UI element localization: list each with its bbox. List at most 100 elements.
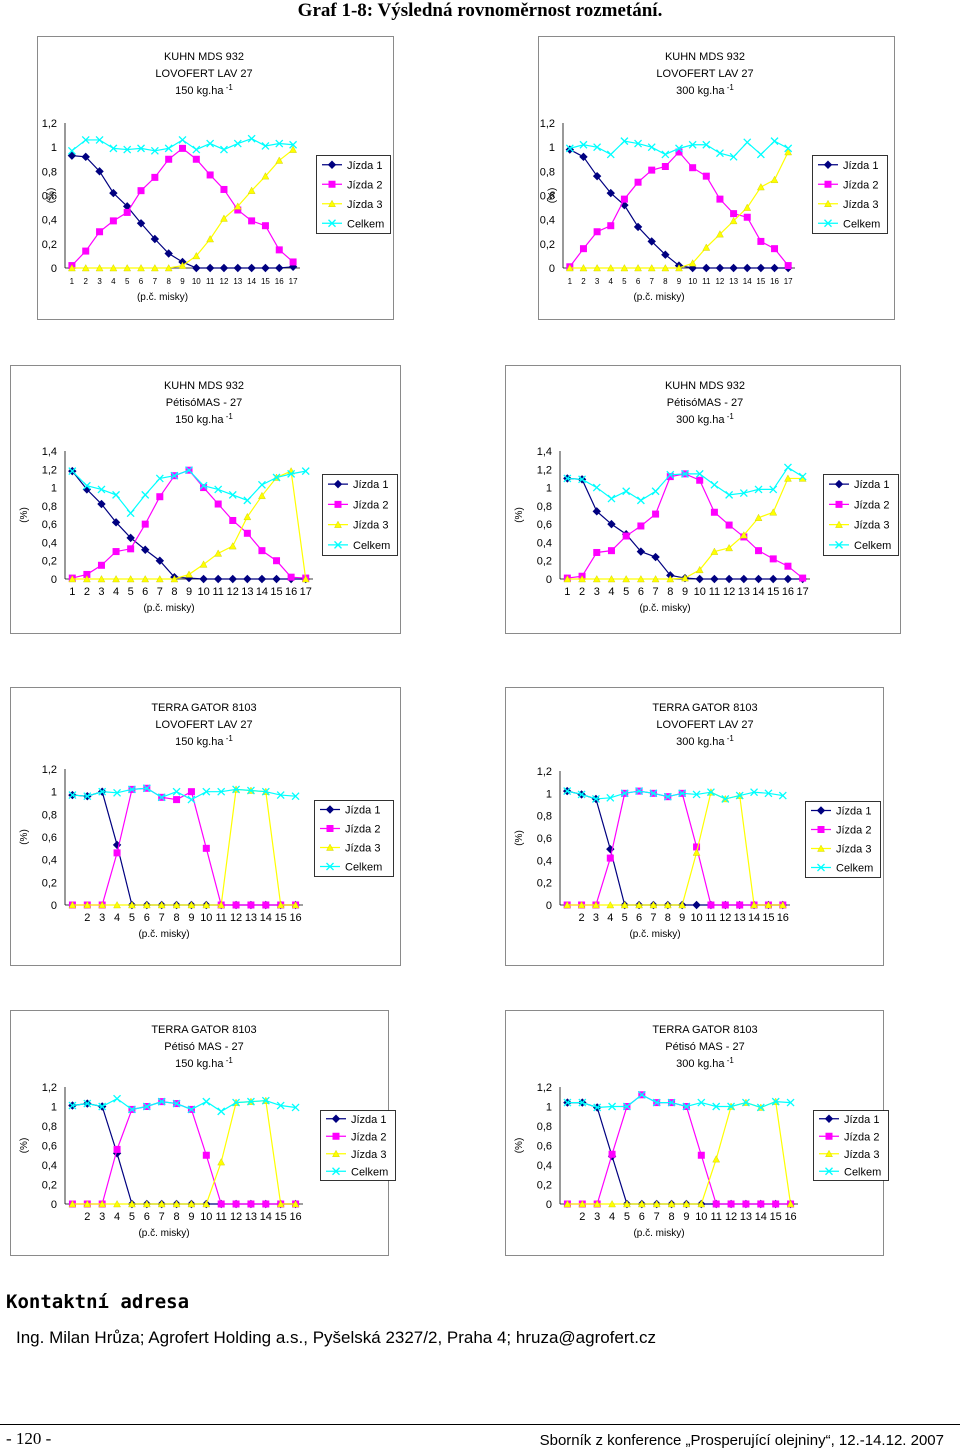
x-tick-label: 1 [568, 277, 573, 286]
y-tick-label: 1,4 [42, 446, 57, 458]
data-point [634, 178, 642, 186]
chart-title-line: TERRA GATOR 8103 [151, 702, 256, 714]
data-point [232, 1200, 240, 1208]
data-point [217, 787, 226, 796]
data-point [164, 264, 173, 272]
data-point [634, 264, 642, 272]
data-point [563, 787, 572, 796]
contact-heading: Kontaktní adresa [6, 1291, 190, 1313]
data-point [702, 243, 711, 251]
x-tick-label: 13 [734, 912, 746, 924]
data-point [276, 1101, 285, 1110]
data-point [170, 471, 179, 480]
data-point [179, 144, 186, 152]
data-point [257, 574, 267, 584]
data-point [706, 788, 715, 797]
y-tick-label: 0,2 [537, 1180, 552, 1192]
data-point [247, 186, 256, 194]
chart-title-line: LOVOFERT LAV 27 [155, 68, 252, 80]
chart-title-line: 150 kg.ha -1 [175, 1056, 233, 1071]
y-axis-label: (%) [19, 829, 30, 845]
x-tick-label: 9 [682, 586, 688, 598]
data-point [784, 144, 793, 153]
x-tick-label: 4 [608, 586, 614, 598]
legend-marker [835, 500, 843, 508]
data-point [750, 788, 759, 797]
data-point [769, 508, 778, 516]
data-point [291, 1103, 300, 1112]
legend-label: Jízda 3 [347, 199, 382, 211]
data-point [232, 785, 241, 794]
x-tick-label: 16 [777, 912, 789, 924]
data-point [695, 574, 704, 584]
data-point [652, 1098, 661, 1107]
data-point [620, 789, 629, 798]
y-tick-label: 1 [51, 483, 57, 495]
data-point [771, 1097, 780, 1106]
data-point [128, 901, 136, 909]
y-tick-label: 0,8 [42, 501, 57, 513]
series-4 [563, 787, 787, 803]
x-tick-label: 14 [256, 586, 268, 598]
x-axis-label: (p.č. misky) [138, 1228, 189, 1239]
x-tick-label: 7 [649, 277, 654, 286]
legend-label: Jízda 2 [353, 499, 388, 511]
data-point [258, 547, 266, 555]
chart-title-line: TERRA GATOR 8103 [652, 1024, 757, 1036]
legend-marker [334, 520, 342, 528]
data-point [187, 1105, 196, 1114]
x-tick-label: 14 [748, 912, 760, 924]
data-point [214, 500, 222, 508]
legend-label: Jízda 1 [347, 160, 382, 172]
data-point [243, 512, 252, 521]
legend-label: Celkem [347, 218, 384, 230]
data-point [123, 145, 132, 154]
data-point [82, 481, 91, 490]
series-4 [67, 134, 298, 155]
y-tick-label: 1,2 [540, 118, 555, 130]
x-tick-label: 10 [192, 277, 201, 286]
data-point [247, 1200, 255, 1208]
legend-label: Jízda 1 [836, 806, 871, 818]
data-point [623, 1200, 631, 1208]
data-point [754, 513, 763, 521]
legend-label: Jízda 3 [854, 520, 889, 532]
series-4 [68, 1094, 300, 1116]
data-point [649, 901, 658, 909]
x-tick-label: 14 [260, 1211, 272, 1223]
data-point [142, 901, 151, 909]
data-point [81, 152, 90, 162]
data-point [248, 217, 256, 225]
data-point [172, 901, 181, 909]
data-point [262, 1200, 270, 1208]
data-point [678, 901, 687, 909]
data-point [692, 848, 701, 856]
data-point [178, 135, 187, 144]
data-point [689, 164, 697, 172]
data-point [666, 470, 675, 479]
data-point [633, 222, 643, 232]
data-point [246, 786, 255, 795]
y-tick-label: 0,6 [537, 1141, 552, 1153]
data-point [637, 1090, 646, 1099]
x-tick-label: 12 [719, 912, 731, 924]
x-tick-label: 9 [186, 586, 192, 598]
x-tick-label: 2 [581, 277, 586, 286]
data-point [220, 185, 228, 193]
data-point [192, 145, 201, 154]
legend-label: Celkem [351, 1166, 388, 1178]
data-point [730, 210, 738, 218]
data-point [578, 575, 586, 583]
data-point [151, 264, 159, 272]
data-point [743, 213, 751, 221]
data-point [165, 155, 173, 163]
data-point [289, 145, 297, 153]
data-point [185, 466, 193, 475]
data-point [82, 247, 90, 255]
series-line [567, 791, 783, 906]
data-point [217, 1107, 226, 1116]
y-tick-label: 0,2 [42, 239, 57, 251]
data-point [156, 493, 164, 501]
data-point [637, 1200, 646, 1208]
x-tick-label: 9 [180, 277, 185, 286]
